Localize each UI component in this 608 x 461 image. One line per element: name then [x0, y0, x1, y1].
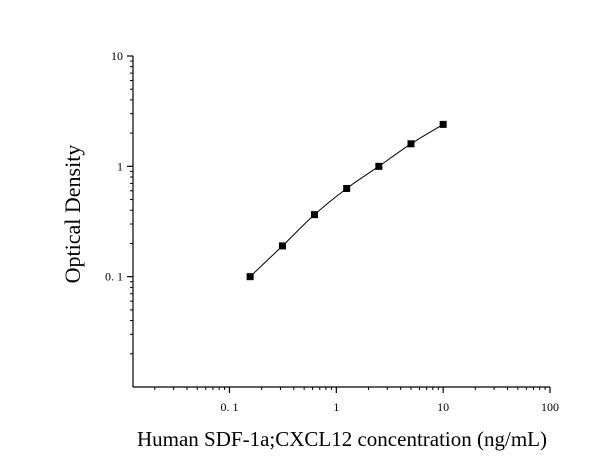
axes-layer: 0. 1 1 10 100 0. 1 1 10: [105, 49, 559, 414]
y-axis-title: Optical Density: [60, 145, 85, 284]
data-point: [407, 140, 415, 148]
x-tick-label: 0. 1: [220, 400, 238, 414]
x-tick-label: 100: [541, 400, 559, 414]
data-point: [439, 120, 447, 128]
x-tick-label: 10: [437, 400, 449, 414]
y-tick-label: 0. 1: [105, 270, 123, 284]
data-point: [343, 184, 351, 192]
points-layer: [246, 120, 447, 281]
labels-layer: Human SDF-1a;CXCL12 concentration (ng/mL…: [60, 145, 547, 451]
x-axis-title: Human SDF-1a;CXCL12 concentration (ng/mL…: [137, 427, 547, 451]
y-tick-label: 1: [117, 159, 123, 173]
y-tick-label: 10: [111, 49, 123, 63]
data-point: [278, 242, 286, 250]
data-point: [311, 211, 319, 219]
data-point: [375, 162, 383, 170]
x-tick-label: 1: [333, 400, 339, 414]
data-point: [246, 273, 254, 281]
